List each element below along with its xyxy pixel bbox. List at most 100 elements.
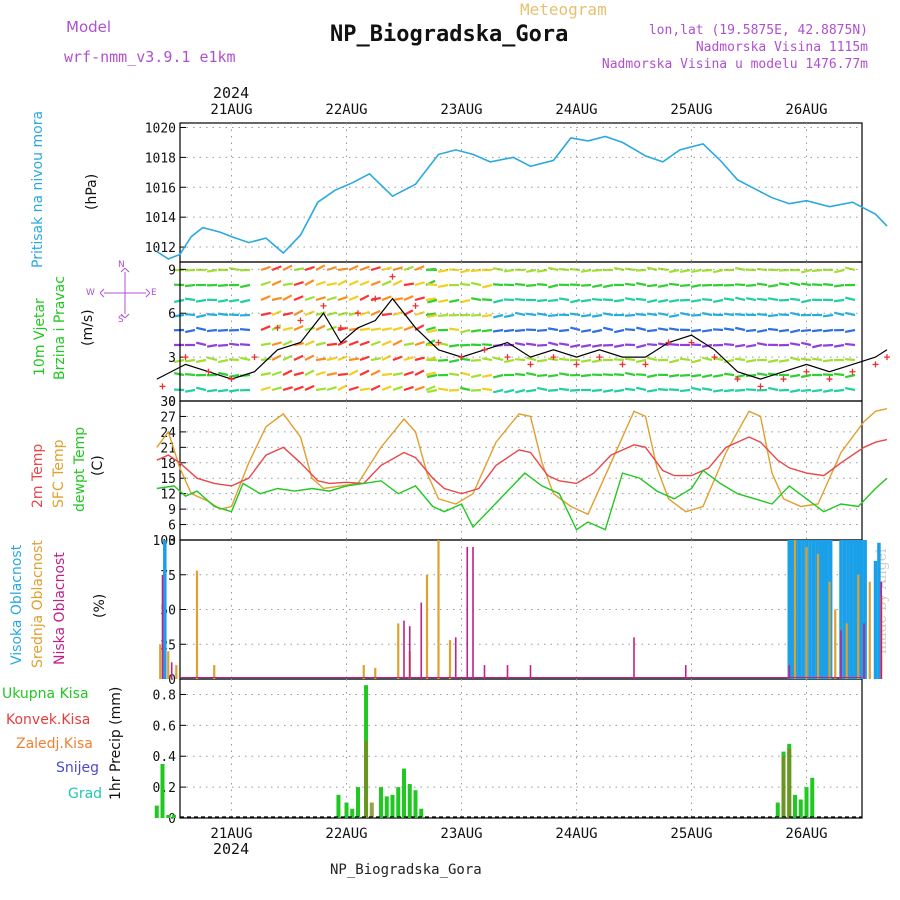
station-title: NP_Biogradska_Gora [330,22,569,47]
total-precip-bar [787,743,792,818]
wind-vector [217,371,229,377]
wind-vector [702,356,713,362]
wind-vector [646,373,658,379]
wind-vector [558,372,570,377]
high-cloud-bar [822,540,826,679]
wind-gust-marker [389,273,396,280]
total-precip-bar [804,787,809,818]
wind-vector [503,298,515,302]
wind-vector [558,357,570,362]
wind-vector [811,268,823,273]
wind-vector [723,388,735,393]
wind-vector [239,328,251,332]
high-cloud-bar [808,540,812,679]
wind-gust-marker [642,361,649,368]
cloud-ytick-label: 100 [153,534,176,549]
wind-vector [206,388,218,393]
low-cloud-bar [466,546,469,679]
day-label-top: 24AUG [555,102,597,118]
wind-vector [536,268,548,273]
wind-vector [613,343,625,348]
wind-vector [184,358,196,363]
high-cloud-bar [811,540,816,679]
high-cloud-bar [797,540,802,679]
wind-vector [712,268,724,274]
wind-vector [624,328,636,332]
wind-vector [756,342,768,347]
wind-vector [723,312,735,317]
wind-vector [381,327,393,332]
wind-vector [514,358,526,362]
wind-vector [217,283,229,287]
wind-vector [426,313,438,318]
wind-vector [657,267,669,272]
wind-vector [547,373,559,378]
wind-vector [293,267,305,272]
wind-vector [348,385,359,392]
wind-vector [282,340,293,347]
wind-vector [657,312,669,317]
wind-vector [425,326,436,332]
wind-vector [624,297,636,302]
wind-gust-marker [665,339,672,346]
wind-vector [668,282,680,287]
cloud-ytick-label: 50 [160,604,176,619]
wind-vector [492,267,504,272]
total-precip-bar [166,814,171,818]
wind-vector [647,298,658,304]
high-cloud-bar [794,540,798,679]
wind-gust-marker [481,346,488,353]
low-cloud-bar [684,665,687,679]
wind-vector [326,265,337,272]
wind-vector [184,313,196,317]
cloud-label-low: Niska Oblacnost [52,552,68,665]
wind-vector [315,324,326,331]
wind-vector [425,312,437,317]
wind-vector [370,369,381,376]
wind-vector [569,388,581,392]
day-label-top: 22AUG [325,102,367,118]
wind-vector [304,295,315,302]
low-cloud-bar [170,662,173,679]
wind-vector [460,268,471,274]
wind-vector [723,327,735,332]
wind-vector [636,386,647,392]
wind-vector [745,373,757,378]
wind-vector [239,283,251,289]
low-cloud-bar [840,630,842,679]
wind-vector [735,373,746,379]
wind-vector [536,298,548,303]
wind-vector [370,327,382,332]
wind-vector [370,310,381,317]
wind-vector [206,328,218,333]
compass-s: S [118,315,124,325]
wind-gust-marker [884,354,890,361]
wind-vector [448,343,460,348]
wind-vector [271,324,282,331]
wind-vector [414,369,425,376]
wind-vector [492,343,504,348]
wind-vector [425,267,437,272]
wind-vector [778,358,790,363]
cloud-ytick-label: 75 [160,569,176,584]
wind-vector [448,358,460,364]
wind-vector [206,268,218,273]
mid-cloud-bar [397,623,400,679]
pressure-ytick-label: 1016 [145,181,176,196]
wind-vector [337,295,348,302]
wind-vector [580,298,592,303]
mid-cloud-bar [868,581,871,679]
wind-vector [591,283,603,289]
wind-vector [701,343,713,348]
temp-ytick-label: 9 [168,503,176,518]
temp-ytick-label: 15 [160,472,176,487]
wind-ytick-label: 0 [168,395,176,410]
wind-vector [525,371,537,377]
wind-vector [636,343,647,349]
wind-gust-marker [826,376,833,383]
wind-vector [602,312,614,317]
wind-vector [712,356,724,362]
high-cloud-bar [839,540,843,679]
wind-vector [337,326,348,332]
wind-vector [425,279,436,286]
